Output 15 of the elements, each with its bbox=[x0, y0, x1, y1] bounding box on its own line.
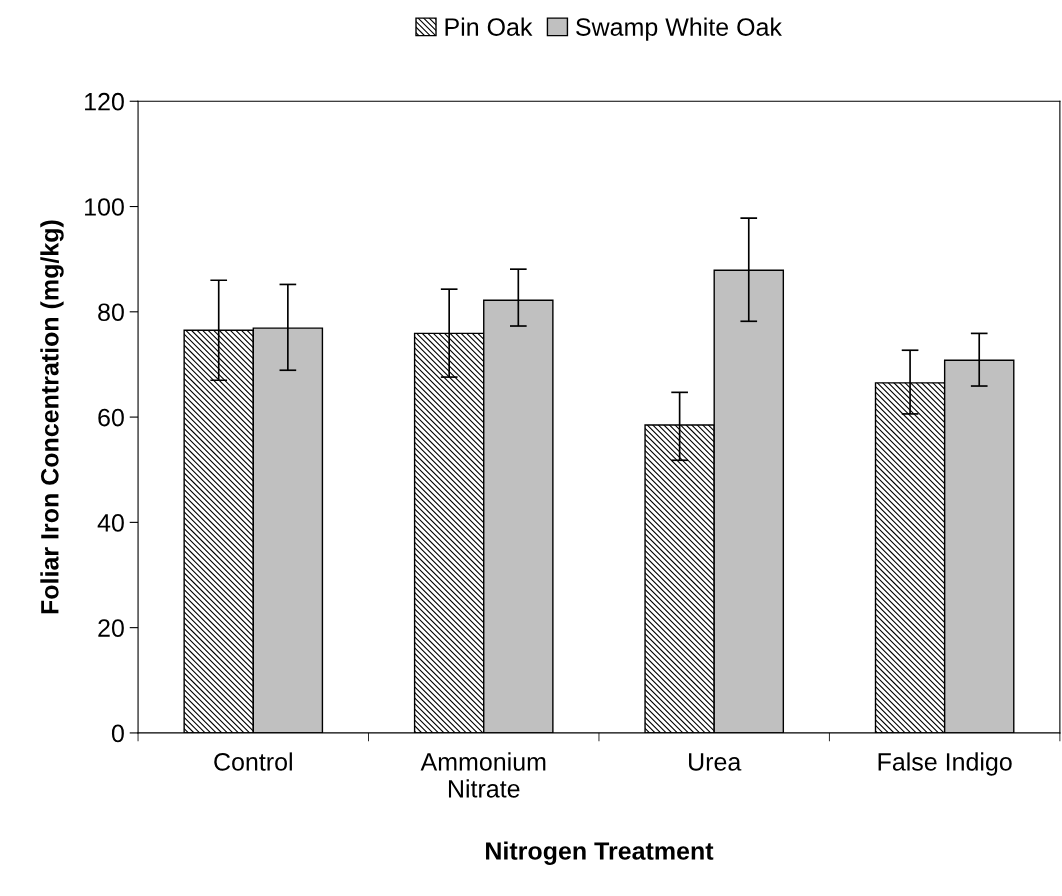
x-axis-title: Nitrogen Treatment bbox=[486, 841, 714, 865]
legend-label: Pin Oak bbox=[445, 17, 533, 36]
x-tick-label: Control bbox=[214, 752, 292, 771]
y-tick-label: 20 bbox=[98, 619, 124, 637]
y-tick-label: 40 bbox=[97, 513, 124, 532]
x-tick-label: Urea bbox=[689, 753, 742, 771]
x-tick-label: False Indigo bbox=[878, 752, 1012, 776]
y-tick-label: 0 bbox=[111, 724, 124, 743]
legend-label: Swamp White Oak bbox=[576, 17, 782, 41]
y-axis-title: Foliar Iron Concentration (mg/kg) bbox=[40, 220, 64, 614]
y-tick-label: 60 bbox=[98, 408, 124, 427]
x-tick-label: Ammonium Nitrate bbox=[420, 752, 546, 798]
y-tick-label: 80 bbox=[98, 303, 124, 322]
y-tick-label: 100 bbox=[85, 198, 124, 216]
y-tick-label: 120 bbox=[85, 92, 124, 111]
